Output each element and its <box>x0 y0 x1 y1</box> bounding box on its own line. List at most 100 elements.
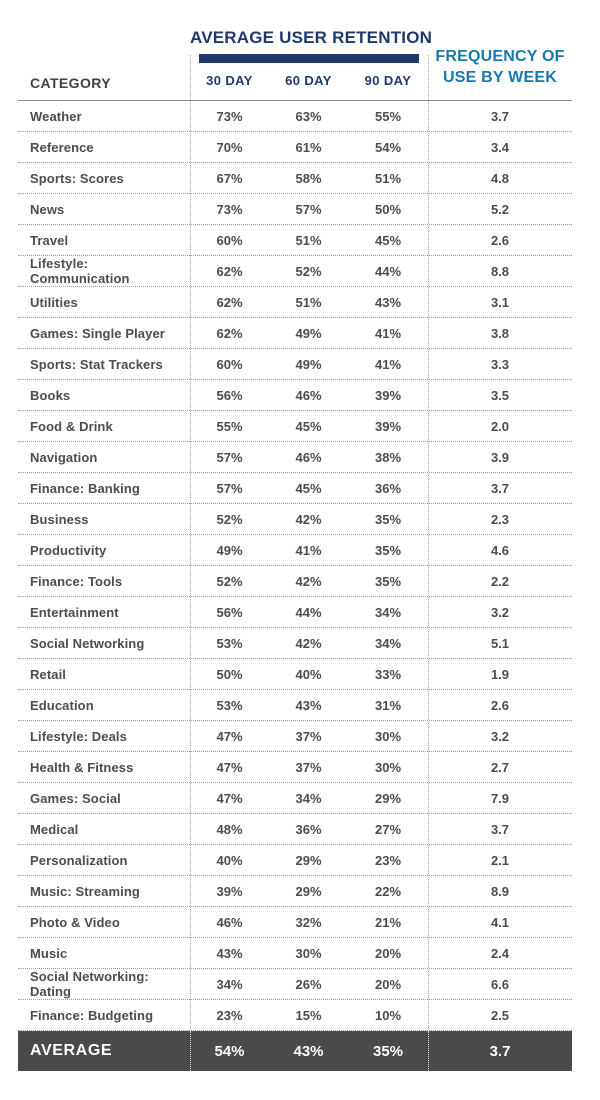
value-cell: 52% <box>295 263 322 279</box>
value-cell: 57% <box>295 201 322 217</box>
value-cell: 60% <box>216 356 243 372</box>
value-cell: 2.6 <box>490 697 510 713</box>
value-cell: 34% <box>374 604 402 620</box>
value-cell: 3.9 <box>490 449 510 465</box>
table-row: Books 56% 46% 39% 3.5 <box>18 380 572 411</box>
value-cell: 44% <box>295 604 322 620</box>
value-cell: 20% <box>374 976 402 992</box>
value-cell: 32% <box>295 914 322 930</box>
category-cell: Travel <box>30 232 69 248</box>
table-header: CATEGORY AVERAGE USER RETENTION 30 DAY 6… <box>18 0 572 100</box>
value-cell: 62% <box>216 294 243 310</box>
table-row: Music 43% 30% 20% 2.4 <box>18 938 572 969</box>
value-cell: 30% <box>295 945 322 961</box>
value-cell: 43% <box>295 697 322 713</box>
value-cell: 2.2 <box>490 573 510 589</box>
value-cell: 48% <box>216 821 243 837</box>
value-cell: 52% <box>216 511 243 527</box>
value-cell: 47% <box>216 728 243 744</box>
average-row-divider <box>428 1031 429 1071</box>
value-cell: 23% <box>216 1007 243 1023</box>
value-cell: 43% <box>216 945 243 961</box>
category-cell: Photo & Video <box>30 914 120 930</box>
category-cell: Lifestyle: Deals <box>30 728 127 744</box>
value-cell: 23% <box>374 852 402 868</box>
category-cell: Finance: Tools <box>30 573 123 589</box>
value-cell: 60% <box>216 232 243 248</box>
value-cell: 22% <box>374 883 402 899</box>
value-cell: 5.2 <box>490 201 510 217</box>
value-cell: 29% <box>374 790 402 806</box>
value-cell: 56% <box>216 604 243 620</box>
table-row: Travel 60% 51% 45% 2.6 <box>18 225 572 256</box>
value-cell: 67% <box>216 170 243 186</box>
value-cell: 44% <box>374 263 402 279</box>
table-row: Games: Single Player 62% 49% 41% 3.8 <box>18 318 572 349</box>
category-cell: News <box>30 201 65 217</box>
value-cell: 55% <box>374 108 402 124</box>
value-cell: 47% <box>216 759 243 775</box>
value-cell: 62% <box>216 325 243 341</box>
category-cell: Retail <box>30 666 67 682</box>
value-cell: 4.8 <box>490 170 510 186</box>
category-column-header: CATEGORY <box>30 75 111 91</box>
value-cell: 46% <box>216 914 243 930</box>
average-row: AVERAGE 54% 43% 35% 3.7 <box>18 1031 572 1071</box>
category-cell: Social Networking: Dating <box>30 969 149 999</box>
value-cell: 3.2 <box>490 604 510 620</box>
table-body: Weather 73% 63% 55% 3.7 Reference 70% 61% 54% 3.4… <box>18 100 572 1031</box>
retention-title: AVERAGE USER RETENTION <box>190 28 433 47</box>
value-cell: 4.6 <box>490 542 510 558</box>
value-cell: 70% <box>216 139 243 155</box>
value-cell: 3.1 <box>490 294 510 310</box>
value-cell: 46% <box>295 387 322 403</box>
table-row: Social Networking 53% 42% 34% 5.1 <box>18 628 572 659</box>
value-cell: 8.9 <box>490 883 510 899</box>
value-cell: 73% <box>216 108 243 124</box>
table-row: Finance: Tools 52% 42% 35% 2.2 <box>18 566 572 597</box>
category-cell: Social Networking <box>30 635 145 651</box>
value-cell: 2.5 <box>490 1007 510 1023</box>
value-cell: 3.3 <box>490 356 510 372</box>
value-cell: 53% <box>216 697 243 713</box>
category-cell: Sports: Scores <box>30 170 124 186</box>
value-cell: 39% <box>374 387 402 403</box>
value-cell: 52% <box>216 573 243 589</box>
value-cell: 3.5 <box>490 387 510 403</box>
value-cell: 34% <box>295 790 322 806</box>
category-cell: Navigation <box>30 449 98 465</box>
frequency-column-header: FREQUENCY OF USE BY WEEK <box>435 48 565 86</box>
value-cell: 21% <box>374 914 402 930</box>
table-row: Weather 73% 63% 55% 3.7 <box>18 101 572 132</box>
table-row: Lifestyle: Communication 62% 52% 44% 8.8 <box>18 256 572 287</box>
value-cell: 8.8 <box>490 263 510 279</box>
table-row: Entertainment 56% 44% 34% 3.2 <box>18 597 572 628</box>
table-row: Navigation 57% 46% 38% 3.9 <box>18 442 572 473</box>
value-cell: 58% <box>295 170 322 186</box>
value-cell: 37% <box>295 728 322 744</box>
category-cell: Entertainment <box>30 604 119 620</box>
average-row-divider <box>190 1031 191 1071</box>
frequency-column-divider <box>428 55 429 1030</box>
category-cell: Books <box>30 387 71 403</box>
value-cell: 6.6 <box>490 976 510 992</box>
value-cell: 53% <box>216 635 243 651</box>
value-cell: 29% <box>295 852 322 868</box>
average-90-day-value: 35% <box>372 1042 404 1060</box>
value-cell: 50% <box>216 666 243 682</box>
value-cell: 35% <box>374 542 402 558</box>
value-cell: 20% <box>374 945 402 961</box>
value-cell: 26% <box>295 976 322 992</box>
value-cell: 41% <box>374 325 402 341</box>
value-cell: 3.7 <box>490 108 510 124</box>
value-cell: 35% <box>374 511 402 527</box>
table-row: Food & Drink 55% 45% 39% 2.0 <box>18 411 572 442</box>
value-cell: 2.4 <box>490 945 510 961</box>
value-cell: 3.7 <box>490 821 510 837</box>
category-cell: Education <box>30 697 94 713</box>
value-cell: 55% <box>216 418 243 434</box>
value-cell: 3.4 <box>490 139 510 155</box>
value-cell: 2.3 <box>490 511 510 527</box>
value-cell: 41% <box>295 542 322 558</box>
value-cell: 57% <box>216 480 243 496</box>
